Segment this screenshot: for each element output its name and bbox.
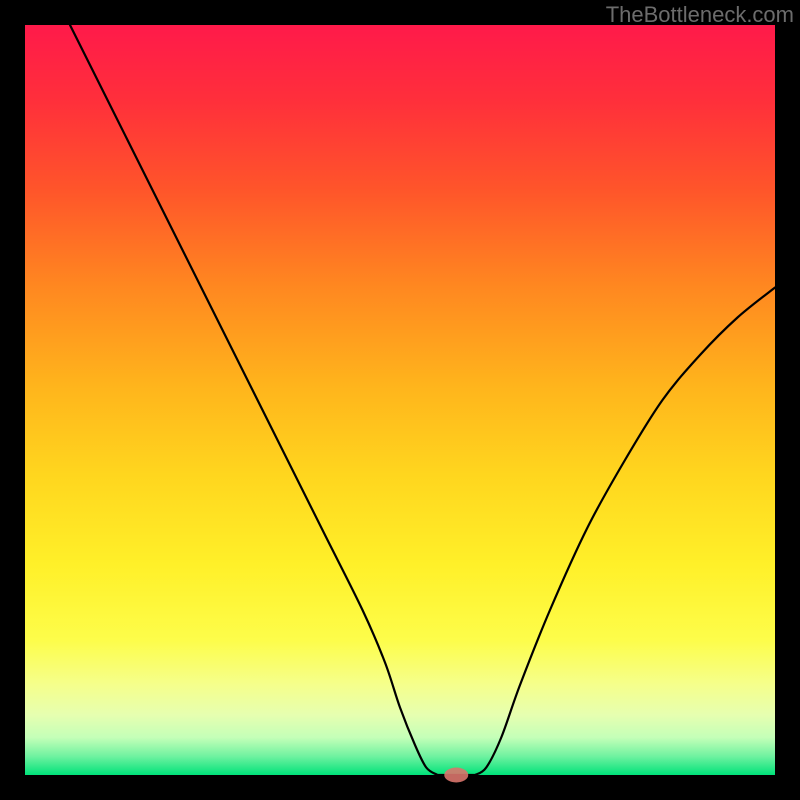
optimal-point-marker — [444, 768, 468, 783]
bottleneck-chart — [0, 0, 800, 800]
chart-container: TheBottleneck.com — [0, 0, 800, 800]
watermark-text: TheBottleneck.com — [606, 2, 794, 28]
